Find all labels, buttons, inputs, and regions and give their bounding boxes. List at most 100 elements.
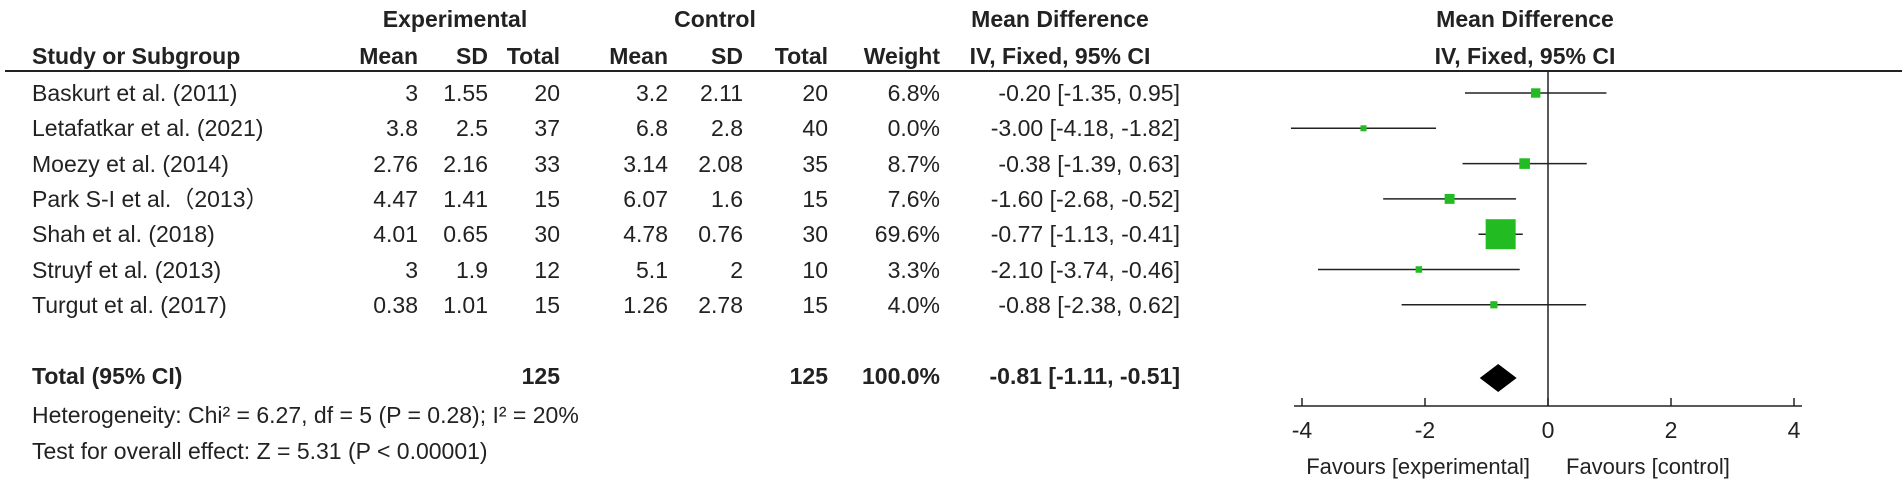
pooled-diamond xyxy=(1479,364,1517,392)
col-exp-total: Total xyxy=(506,43,560,69)
col-study: Study or Subgroup xyxy=(32,43,241,69)
header-mean-difference: Mean Difference xyxy=(971,6,1149,32)
row-ctl-total: 15 xyxy=(802,185,828,212)
x-tick-label: 4 xyxy=(1788,417,1801,443)
row-ctl-mean: 1.26 xyxy=(623,291,668,318)
row-exp-total: 12 xyxy=(534,256,560,283)
heterogeneity-text: Heterogeneity: Chi² = 6.27, df = 5 (P = … xyxy=(32,402,579,428)
total-ctl-n: 125 xyxy=(789,363,828,389)
row-exp-sd: 2.16 xyxy=(443,150,488,177)
row-ci: -3.00 [-4.18, -1.82] xyxy=(990,115,1180,142)
plot-title: Mean Difference xyxy=(1436,6,1614,32)
col-ctl-total: Total xyxy=(774,43,828,69)
row-ctl-sd: 0.76 xyxy=(698,221,743,248)
row-weight: 4.0% xyxy=(887,291,940,318)
row-ci: -0.88 [-2.38, 0.62] xyxy=(998,291,1180,318)
row-ci: -0.38 [-1.39, 0.63] xyxy=(998,150,1180,177)
row-exp-total: 15 xyxy=(534,291,560,318)
row-study-name: Turgut et al. (2017) xyxy=(32,291,227,318)
total-exp-n: 125 xyxy=(521,363,560,389)
row-study-name: Struyf et al. (2013) xyxy=(32,256,222,283)
row-study-name: Moezy et al. (2014) xyxy=(32,150,229,177)
row-ctl-mean: 5.1 xyxy=(636,256,668,283)
row-ci: -0.77 [-1.13, -0.41] xyxy=(990,221,1180,248)
row-exp-sd: 1.9 xyxy=(456,256,488,283)
row-study-name: Shah et al. (2018) xyxy=(32,221,215,248)
x-tick-label: 2 xyxy=(1665,417,1678,443)
row-ctl-sd: 2.8 xyxy=(711,115,743,142)
favours-experimental-label: Favours [experimental] xyxy=(1306,454,1530,479)
row-exp-sd: 0.65 xyxy=(443,221,488,248)
overall-effect-text: Test for overall effect: Z = 5.31 (P < 0… xyxy=(32,438,488,464)
row-ctl-sd: 1.6 xyxy=(711,185,743,212)
favours-control-label: Favours [control] xyxy=(1566,454,1730,479)
row-ctl-sd: 2.08 xyxy=(698,150,743,177)
row-exp-mean: 0.38 xyxy=(373,291,418,318)
row-exp-sd: 1.55 xyxy=(443,80,488,106)
col-exp-sd: SD xyxy=(456,43,488,69)
effect-marker xyxy=(1360,125,1367,132)
row-weight: 0.0% xyxy=(887,115,940,142)
row-exp-total: 33 xyxy=(534,150,560,177)
row-ctl-sd: 2.11 xyxy=(699,80,743,106)
effect-marker xyxy=(1519,158,1530,169)
row-weight: 8.7% xyxy=(887,150,940,177)
row-study-name: Letafatkar et al. (2021) xyxy=(32,115,264,142)
row-exp-mean: 4.47 xyxy=(373,185,418,212)
row-exp-mean: 3.8 xyxy=(386,115,418,142)
row-ctl-total: 20 xyxy=(802,80,828,106)
row-weight: 6.8% xyxy=(887,80,940,106)
effect-marker xyxy=(1485,219,1516,250)
row-ci: -0.20 [-1.35, 0.95] xyxy=(998,80,1180,106)
effect-marker xyxy=(1444,193,1455,204)
total-weight: 100.0% xyxy=(861,363,940,389)
total-ci: -0.81 [-1.11, -0.51] xyxy=(989,363,1181,389)
row-weight: 7.6% xyxy=(887,185,940,212)
row-exp-mean: 3 xyxy=(405,80,418,106)
row-ctl-sd: 2 xyxy=(730,256,743,283)
row-exp-total: 20 xyxy=(534,80,560,106)
total-label: Total (95% CI) xyxy=(32,363,183,389)
row-exp-sd: 2.5 xyxy=(456,115,488,142)
plot-subtitle: IV, Fixed, 95% CI xyxy=(1434,43,1616,69)
row-ctl-mean: 6.8 xyxy=(636,115,668,142)
row-study-name: Baskurt et al. (2011) xyxy=(32,80,238,106)
row-exp-total: 15 xyxy=(534,185,560,212)
row-ctl-total: 10 xyxy=(802,256,828,283)
row-exp-total: 37 xyxy=(534,115,560,142)
header-divider xyxy=(5,70,1902,72)
row-weight: 3.3% xyxy=(887,256,940,283)
effect-marker xyxy=(1490,301,1498,309)
row-ctl-total: 15 xyxy=(802,291,828,318)
col-exp-mean: Mean xyxy=(359,43,418,69)
col-weight: Weight xyxy=(863,43,940,69)
row-ctl-total: 30 xyxy=(802,221,828,248)
col-ctl-mean: Mean xyxy=(609,43,668,69)
row-ctl-mean: 3.2 xyxy=(636,80,668,106)
x-tick-label: -4 xyxy=(1292,417,1313,443)
row-ctl-mean: 3.14 xyxy=(623,150,668,177)
row-ci: -2.10 [-3.74, -0.46] xyxy=(990,256,1180,283)
row-exp-mean: 3 xyxy=(405,256,418,283)
header-experimental: Experimental xyxy=(382,6,528,32)
row-study-name: Park S-I et al.（2013） xyxy=(32,185,269,212)
row-ctl-sd: 2.78 xyxy=(698,291,743,318)
header-control: Control xyxy=(674,6,756,32)
row-ctl-total: 40 xyxy=(802,115,828,142)
effect-marker xyxy=(1531,88,1541,98)
row-ctl-mean: 4.78 xyxy=(623,221,668,248)
row-weight: 69.6% xyxy=(874,221,940,248)
col-ci: IV, Fixed, 95% CI xyxy=(969,43,1151,69)
row-exp-sd: 1.41 xyxy=(443,185,488,212)
col-ctl-sd: SD xyxy=(711,43,743,69)
row-exp-mean: 4.01 xyxy=(373,221,418,248)
row-exp-mean: 2.76 xyxy=(373,150,418,177)
x-tick-label: -2 xyxy=(1415,417,1435,443)
row-exp-total: 30 xyxy=(534,221,560,248)
row-ci: -1.60 [-2.68, -0.52] xyxy=(990,185,1180,212)
effect-marker xyxy=(1415,266,1423,273)
row-ctl-mean: 6.07 xyxy=(623,185,668,212)
x-tick-label: 0 xyxy=(1542,417,1555,443)
